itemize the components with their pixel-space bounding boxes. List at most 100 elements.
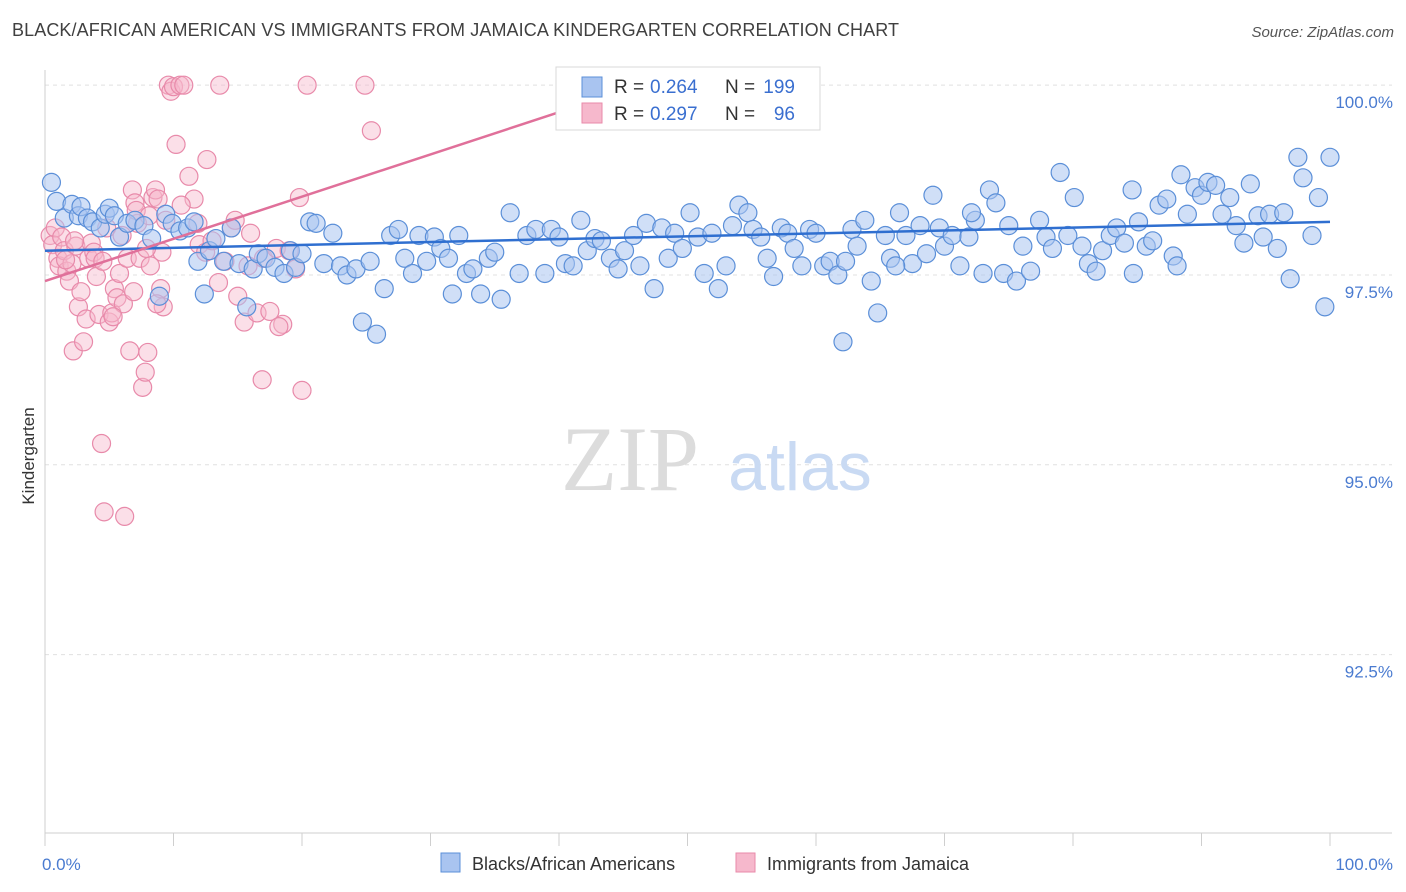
legend-n-label-1: N = [725,77,755,98]
blue-point-166 [1206,175,1226,195]
blue-point-68 [509,263,529,284]
x-tick-label-0: 0.0% [42,855,81,874]
blue-point-52 [395,248,415,268]
blue-point-51 [388,219,408,240]
bottom-legend-label-pink: Immigrants from Jamaica [767,854,970,874]
pink-point-92 [55,250,76,270]
legend-r-label-2: R = [614,104,644,125]
blue-point-107 [792,256,812,276]
blue-point-173 [1253,227,1273,247]
pink-point-22 [94,502,114,522]
pink-point-63 [241,223,261,243]
pink-point-86 [355,75,375,95]
pink-point-58 [208,272,229,293]
pink-point-76 [171,195,191,215]
pink-point-78 [197,149,217,170]
blue-point-178 [1288,147,1308,167]
blue-point-63 [471,284,491,304]
blue-point-82 [614,241,635,261]
blue-point-155 [1128,212,1149,232]
blue-point-62 [463,259,483,279]
blue-point-186 [961,203,982,223]
blue-point-59 [442,284,462,304]
pink-point-38 [135,362,155,382]
blue-point-135 [986,193,1006,213]
legend-swatch-pink [581,102,603,124]
source-label: Source: ZipAtlas.com [1251,24,1394,41]
blue-point-79 [591,231,612,251]
bottom-legend-swatch-blue [440,852,461,873]
blue-point-1 [46,191,67,211]
blue-point-81 [608,259,628,279]
blue-point-94 [702,223,722,243]
blue-point-76 [571,210,591,230]
blue-point-183 [1320,147,1340,167]
blue-point-60 [449,225,469,246]
blue-point-75 [563,256,583,276]
pink-point-49 [163,77,184,97]
pink-point-87 [361,121,381,141]
pink-point-37 [133,377,153,397]
blue-point-181 [1308,187,1329,208]
blue-point-133 [973,263,993,284]
blue-point-83 [623,225,644,246]
blue-point-140 [1020,261,1041,281]
pink-point-83 [269,317,289,337]
blue-point-118 [868,303,888,323]
blue-point-73 [549,227,569,247]
blue-point-169 [1226,216,1246,236]
blue-point-40 [306,213,326,233]
blue-point-146 [1064,187,1084,208]
legend-n-value-2: 96 [774,104,795,125]
y-tick-label-0: 100.0% [1335,93,1393,112]
blue-point-177 [1280,269,1300,289]
blue-point-154 [1122,180,1142,200]
blue-point-139 [1013,236,1033,256]
blue-point-106 [784,238,804,259]
blue-point-144 [1050,162,1070,183]
blue-point-22 [184,212,204,232]
blue-point-162 [1177,204,1197,224]
blue-point-24 [194,284,214,304]
pink-point-85 [297,75,317,95]
blue-point-149 [1086,261,1106,281]
blue-point-30 [237,297,257,317]
blue-point-99 [738,203,758,223]
blue-point-130 [950,256,970,276]
pink-point-66 [260,301,280,322]
pink-point-43 [148,189,168,209]
blue-point-71 [535,263,555,284]
pink-point-79 [210,75,230,95]
pink-point-39 [138,342,158,363]
legend-n-label-2: N = [725,104,755,125]
bottom-legend: Blacks/African Americans Immigrants from… [440,852,970,874]
blue-point-38 [292,244,312,264]
blue-point-93 [694,263,714,284]
legend-r-value-1: 0.264 [650,77,698,98]
pink-point-52 [174,75,194,95]
pink-point-14 [73,332,94,352]
blue-point-66 [491,289,511,309]
blue-point-65 [485,242,505,262]
blue-point-42 [323,223,343,243]
pink-point-28 [109,263,130,284]
pink-point-15 [76,309,96,329]
legend-n-value-1: 199 [763,77,795,98]
blue-point-187 [886,256,906,276]
blue-point-161 [1171,165,1191,185]
pink-point-21 [91,433,112,454]
blue-point-138 [1006,271,1027,291]
blue-point-26 [206,228,226,249]
blue-point-84 [630,256,650,276]
blue-point-179 [1293,168,1313,188]
blue-point-96 [716,256,736,276]
blue-point-141 [1029,210,1050,230]
blue-point-88 [658,248,678,268]
blue-point-159 [1157,189,1177,209]
axes [44,70,1392,846]
bottom-legend-label-blue: Blacks/African Americans [472,854,675,874]
blue-point-41 [314,253,334,274]
blue-point-153 [1114,233,1135,253]
blue-point-147 [1072,236,1092,256]
